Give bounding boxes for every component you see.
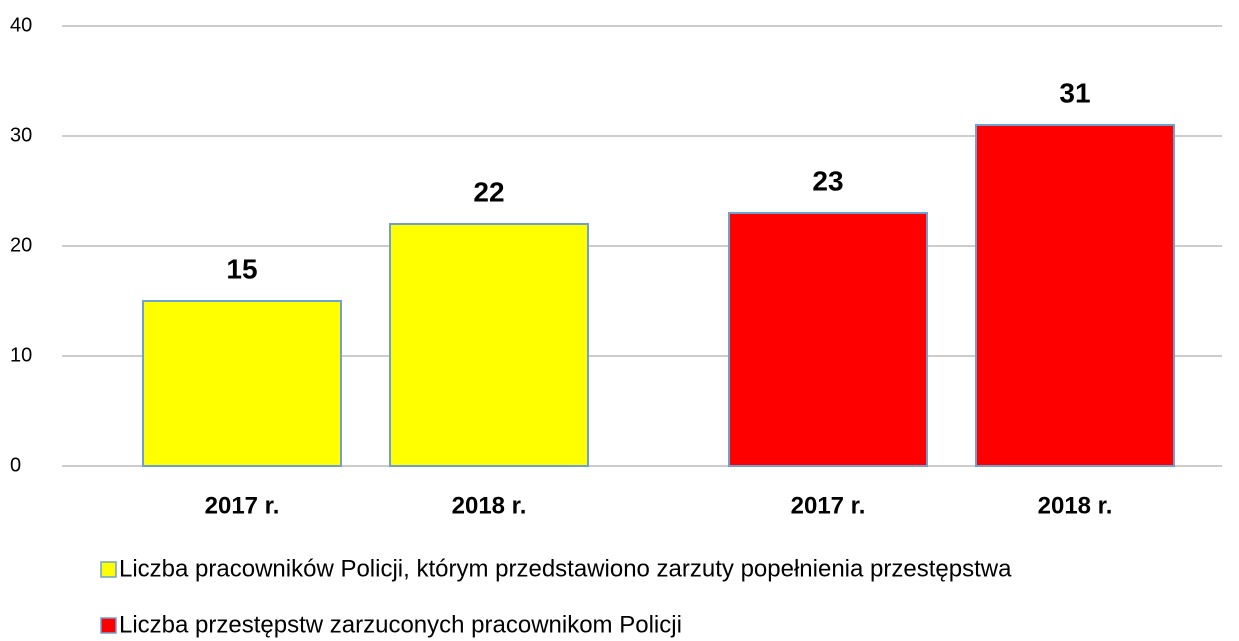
legend-swatch (100, 561, 117, 578)
bar (389, 223, 589, 467)
value-label: 22 (473, 176, 504, 207)
y-tick-label: 0 (10, 454, 21, 476)
bar (142, 300, 342, 467)
y-tick-label: 10 (10, 344, 32, 366)
value-label: 15 (226, 253, 257, 284)
x-tick-label: 2017 r. (205, 492, 280, 519)
y-tick-label: 40 (10, 14, 32, 36)
legend-label: Liczba pracowników Policji, którym przed… (119, 555, 1012, 582)
value-label: 23 (812, 165, 843, 196)
x-tick-label: 2018 r. (1038, 492, 1113, 519)
y-tick-label: 30 (10, 124, 32, 146)
value-label: 31 (1059, 77, 1090, 108)
bar (975, 124, 1175, 467)
legend-swatch (100, 617, 117, 634)
x-tick-label: 2018 r. (452, 492, 527, 519)
x-tick-label: 2017 r. (791, 492, 866, 519)
legend-label: Liczba przestępstw zarzuconych pracownik… (119, 611, 682, 638)
bar (728, 212, 928, 467)
y-tick-label: 20 (10, 234, 32, 256)
